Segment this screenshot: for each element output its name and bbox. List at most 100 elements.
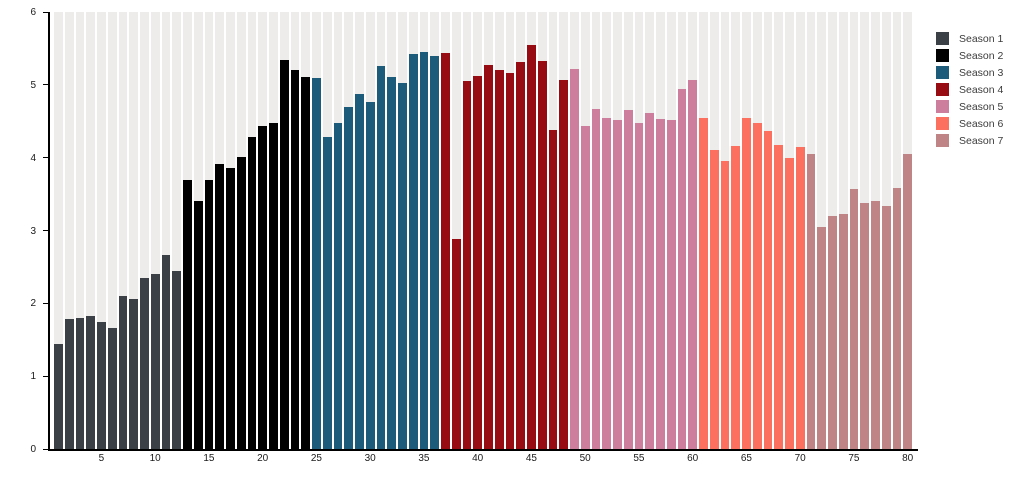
- bar-episode-22: [279, 60, 289, 449]
- bar-episode-21: [269, 122, 278, 449]
- bar-episode-4: [86, 316, 95, 449]
- x-tick-label-10: 10: [149, 453, 161, 464]
- bar-column-episode-14: [193, 12, 203, 449]
- legend-swatch-season-4: [936, 83, 949, 96]
- bar-episode-53: [613, 119, 622, 449]
- bar-column-episode-45: [527, 12, 536, 449]
- bar-episode-76: [860, 202, 869, 449]
- bar-column-episode-71: [806, 12, 816, 449]
- bar-column-episode-59: [677, 12, 687, 449]
- bar-episode-43: [505, 73, 515, 449]
- y-tick-label-5: 5: [30, 79, 36, 91]
- x-tick-label-70: 70: [794, 453, 806, 464]
- bar-column-episode-73: [828, 12, 837, 449]
- y-tick-mark-0: [43, 448, 48, 450]
- legend-swatch-season-6: [936, 117, 949, 130]
- bar-column-episode-12: [172, 12, 181, 449]
- bar-column-episode-61: [699, 12, 708, 449]
- bar-column-episode-44: [516, 12, 525, 449]
- y-tick-label-0: 0: [30, 444, 36, 455]
- bar-column-episode-78: [881, 12, 891, 449]
- bar-episode-66: [752, 123, 762, 449]
- bar-episode-54: [623, 110, 633, 449]
- bar-column-episode-24: [301, 12, 310, 449]
- legend-item-season-2: Season 2: [936, 49, 1003, 62]
- bar-column-episode-60: [688, 12, 697, 449]
- x-tick-label-35: 35: [418, 453, 430, 464]
- bar-column-episode-80: [903, 12, 912, 449]
- bar-episode-5: [97, 322, 106, 449]
- x-tick-label-15: 15: [203, 453, 215, 464]
- bar-column-episode-47: [548, 12, 558, 449]
- x-tick-label-80: 80: [902, 453, 914, 464]
- bar-episode-79: [892, 188, 902, 449]
- bar-episode-41: [484, 65, 493, 449]
- y-tick-mark-4: [43, 157, 48, 159]
- bar-column-episode-10: [150, 12, 160, 449]
- bar-episode-50: [580, 126, 590, 449]
- y-tick-mark-3: [43, 230, 48, 231]
- bar-episode-44: [516, 61, 525, 449]
- bar-column-episode-21: [269, 12, 278, 449]
- bar-column-episode-27: [333, 12, 343, 449]
- x-tick-label-60: 60: [687, 453, 699, 464]
- legend: Season 1 Season 2 Season 3 Season 4 Season 5…: [936, 32, 1003, 151]
- bar-column-episode-62: [709, 12, 719, 449]
- legend-swatch-season-3: [936, 66, 949, 79]
- bar-column-episode-75: [849, 12, 859, 449]
- x-tick-label-30: 30: [364, 453, 376, 464]
- bar-episode-25: [312, 77, 321, 449]
- bar-column-episode-8: [129, 12, 138, 449]
- y-axis: 0 1 2 3 4 5 6: [0, 7, 48, 455]
- bar-column-episode-65: [742, 12, 751, 449]
- y-tick-label-4: 4: [30, 152, 36, 164]
- bar-episode-33: [398, 83, 407, 449]
- bar-episode-68: [774, 144, 783, 449]
- bar-episode-14: [193, 200, 203, 449]
- bar-episode-12: [172, 270, 181, 449]
- bar-column-episode-20: [258, 12, 267, 449]
- legend-label-season-5: Season 5: [959, 100, 1004, 113]
- bar-column-episode-9: [140, 12, 149, 449]
- bar-episode-57: [656, 119, 665, 449]
- bar-episode-59: [677, 89, 687, 449]
- bar-episode-42: [494, 69, 504, 449]
- bar-column-episode-54: [623, 12, 633, 449]
- bar-episode-38: [451, 238, 461, 449]
- bar-column-episode-5: [97, 12, 106, 449]
- bar-episode-18: [236, 156, 246, 449]
- legend-item-season-4: Season 4: [936, 83, 1003, 96]
- bar-episode-58: [666, 119, 676, 449]
- bar-column-episode-6: [107, 12, 117, 449]
- bar-column-episode-16: [215, 12, 224, 449]
- bar-column-episode-31: [376, 12, 386, 449]
- bar-episode-10: [150, 274, 160, 449]
- bar-episode-56: [645, 112, 654, 449]
- bar-column-episode-66: [752, 12, 762, 449]
- x-axis-line: [48, 449, 918, 451]
- bar-episode-29: [355, 93, 364, 449]
- bar-column-episode-19: [247, 12, 257, 449]
- bar-column-episode-64: [731, 12, 740, 449]
- bar-column-episode-15: [204, 12, 214, 449]
- y-tick-label-3: 3: [30, 225, 36, 237]
- bar-column-episode-40: [473, 12, 482, 449]
- legend-swatch-season-2: [936, 49, 949, 62]
- legend-item-season-6: Season 6: [936, 117, 1003, 130]
- bar-episode-75: [849, 189, 859, 449]
- y-tick-label-6: 6: [30, 7, 36, 18]
- bar-column-episode-50: [580, 12, 590, 449]
- bar-column-episode-4: [86, 12, 95, 449]
- bar-episode-24: [301, 76, 310, 449]
- x-tick-label-45: 45: [525, 453, 537, 464]
- bar-episode-36: [430, 56, 439, 449]
- bar-column-episode-17: [226, 12, 235, 449]
- bar-column-episode-33: [398, 12, 407, 449]
- bar-episode-60: [688, 79, 697, 449]
- x-tick-label-65: 65: [740, 453, 752, 464]
- x-tick-label-40: 40: [472, 453, 484, 464]
- bar-column-episode-76: [860, 12, 869, 449]
- bar-episode-40: [473, 76, 482, 449]
- x-tick-label-5: 5: [98, 453, 105, 464]
- bar-column-episode-69: [785, 12, 794, 449]
